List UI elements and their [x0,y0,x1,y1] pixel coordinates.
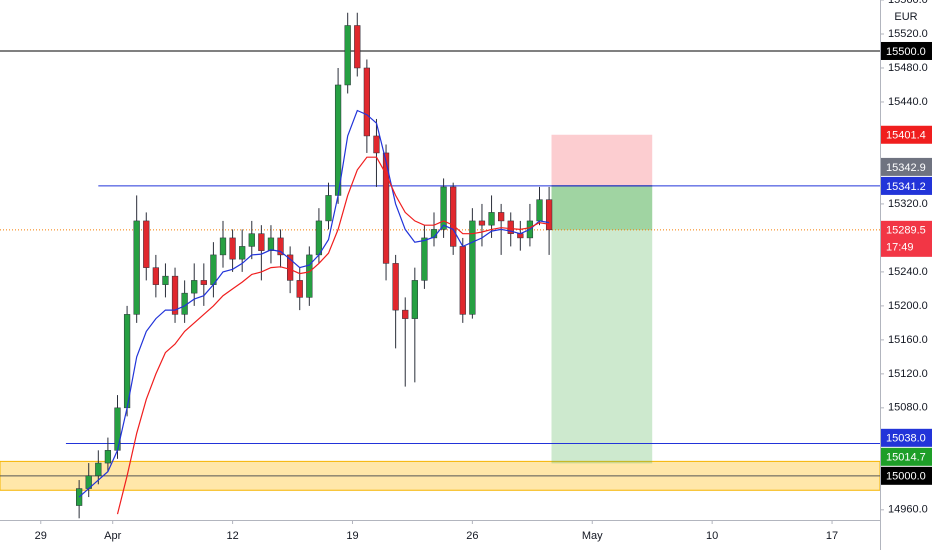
y-tick-label: 15480.0 [888,62,928,74]
candle-body [287,254,294,281]
candle-body [210,254,217,285]
candle-body [536,199,543,222]
candle-body [478,220,486,226]
candle-body [306,254,313,298]
stop-zone [551,134,653,186]
y-tick-label: 15160.0 [888,334,928,346]
y-tick-label: 15200.0 [888,300,928,312]
candle-body [229,237,236,260]
x-tick-label: Apr [104,530,121,542]
price-tag-label: 15341.2 [886,181,926,193]
price-tag [881,428,932,447]
price-tag [881,220,932,257]
x-tick-label: 29 [35,530,47,542]
y-tick-label: 15440.0 [888,96,928,108]
candle-body [315,220,323,256]
x-tick-label: May [582,530,603,542]
price-tag-label: 15000.0 [886,471,926,483]
price-tag [881,176,932,195]
price-tag [881,41,932,60]
x-tick-label: 17 [826,530,838,542]
price-tag [881,466,932,485]
y-tick-label: 15080.0 [888,402,928,414]
candle-body [421,237,428,281]
candle-body [440,186,447,230]
candle-body [382,152,390,264]
candle-body [95,462,102,477]
candle-body [334,84,342,196]
candle-body [248,233,255,247]
price-tag [881,125,932,144]
price-tag-label: 15342.9 [886,162,926,174]
price-tag-label: 15401.4 [886,130,926,142]
candle-body [104,450,112,464]
price-tag-label: 15289.5 [886,225,926,237]
plot-area [0,12,881,519]
candle-body [133,220,140,315]
candle-body [325,195,332,222]
candle-body [450,186,457,247]
moving-average [78,109,550,498]
candle-body [152,267,159,285]
candle-body [123,314,131,409]
price-tag-label: 15500.0 [886,46,926,58]
candle-body [411,280,418,319]
countdown: 17:49 [886,242,914,254]
candle-body [363,67,370,137]
candle-body [258,233,265,251]
x-tick-label: 19 [346,530,358,542]
y-tick-label: 14960.0 [888,504,928,516]
x-tick-label: 10 [706,530,718,542]
y-tick-label: 15120.0 [888,368,928,380]
x-tick-label: 26 [466,530,478,542]
target-zone [551,185,653,464]
open-profit [551,185,653,230]
price-tag [881,447,932,466]
candle-body [191,280,198,294]
price-tag-label: 15038.0 [886,433,926,445]
candle-body [162,275,169,285]
price-axis: 15560.0 15520.0 15480.0 15440.0 15320.0 15240… [880,0,928,516]
moving-average [116,156,550,515]
y-tick-label: 15240.0 [888,266,928,278]
candle-body [171,275,179,315]
price-tag [881,157,932,176]
candle-body [469,220,476,315]
candle-body [239,246,246,260]
candle-body [507,220,514,234]
y-tick-label: 15320.0 [888,198,928,210]
candle-body [267,237,275,251]
currency-label: EUR [894,11,917,23]
candle-body [200,280,207,285]
candle-body [392,263,399,311]
candle-body [219,237,227,256]
y-tick-label: 15520.0 [888,28,928,40]
candle-body [373,135,380,154]
candle-body [459,246,466,315]
y-tick-label: 15560.0 [888,0,928,6]
candle-body [402,309,409,319]
x-tick-label: 12 [226,530,238,542]
candle-body [143,220,150,268]
candle-body [545,199,553,231]
candle-body [296,280,303,298]
candle-body [488,212,495,226]
candle-body [498,212,505,222]
candle-body [354,25,361,69]
candle-body [344,25,351,86]
price-tag-label: 15014.7 [886,452,926,464]
candle-body [277,237,284,256]
